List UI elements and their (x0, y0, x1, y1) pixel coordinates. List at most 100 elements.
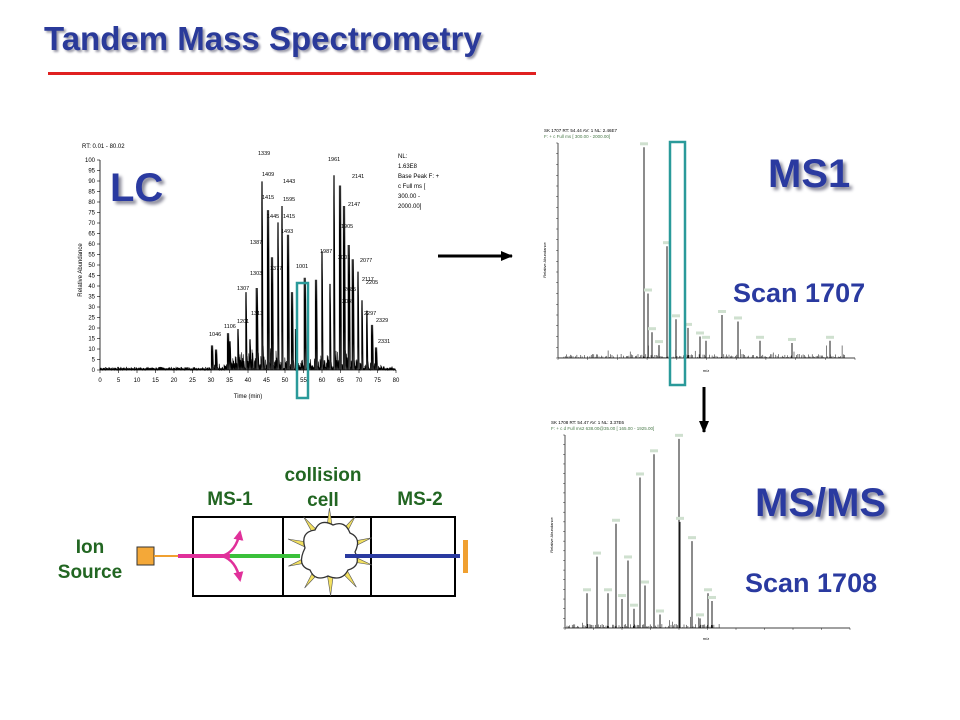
lc-x-tick-label: 45 (263, 378, 270, 384)
ion-source-line-2: Source (57, 562, 123, 583)
msms-label: MS/MS (755, 481, 887, 525)
lc-peak-label: 1595 (283, 197, 295, 203)
spectrum-peak-label-mark (708, 595, 716, 599)
spectrum-peak-label-mark (630, 603, 638, 607)
spectrum-peak-label-mark (734, 316, 742, 320)
msms-spectrum: SK 1708 RT: 54.47 AV: 1 NL: 3.37E6 F: + … (549, 420, 851, 641)
lc-x-tick-label: 15 (152, 378, 159, 384)
spectrum-peak-label-mark (702, 335, 710, 339)
rejected-ion-down-arrow (221, 554, 244, 582)
lc-label: LC (110, 166, 164, 210)
ms1-peaks (559, 142, 845, 358)
collision-burst-cloud (300, 521, 359, 579)
rejected-ion-up-arrow (221, 530, 244, 558)
lc-y-tick-label: 25 (88, 316, 95, 322)
lc-x-tick-label: 40 (245, 378, 252, 384)
lc-y-tick-label: 10 (88, 347, 95, 353)
ms1-header-line-2: F: + c Full ms [ 300.00 - 2000.00] (544, 134, 610, 139)
lc-info-line: 1.63E8 (398, 164, 418, 170)
lc-info-block: NL: 1.63E8 Base Peak F: + c Full ms [300.00… (398, 154, 440, 210)
lc-y-tick-label: 100 (85, 158, 96, 164)
ion-source-block (136, 546, 155, 566)
ms1-spectrum: SK 1707 RT: 54.44 AV: 1 NL: 2.46E7 F: + … (542, 128, 856, 387)
lc-x-tick-label: 55 (300, 378, 307, 384)
spectrum-peak-label-mark (696, 613, 704, 617)
msms-peaks (566, 433, 720, 628)
lc-peak-label: 1445 (267, 214, 279, 220)
lc-y-ticks: 1009590858075706560555045403530252015105… (85, 158, 100, 374)
lc-y-tick-label: 15 (88, 337, 95, 343)
ms1-header-line-1: SK 1707 RT: 54.44 AV: 1 NL: 2.46E7 (544, 128, 617, 133)
spectrum-peak-label-mark (672, 314, 680, 318)
spectrum-peak-label-mark (648, 327, 656, 331)
lc-info-line: 300.00 - (398, 194, 420, 200)
spectrum-peak-label-mark (756, 335, 764, 339)
lc-peak-label: 1443 (283, 179, 295, 185)
lc-x-tick-label: 30 (208, 378, 215, 384)
msms-axis-ticks (563, 434, 851, 630)
spectrum-peak-label-mark (650, 449, 658, 453)
lc-peak-label: 1415 (262, 195, 274, 201)
spectrum-peak-label-mark (676, 516, 684, 520)
lc-peak-label: 2077 (360, 258, 372, 264)
lc-peak-label: 1313 (251, 311, 263, 317)
msms-header-line-1: SK 1708 RT: 54.47 AV: 1 NL: 3.37E6 (551, 420, 624, 425)
lc-header: RT: 0.01 - 80.02 (82, 144, 125, 150)
lc-peak-label: 1046 (209, 332, 221, 338)
ms2-stage-label: MS-2 (397, 489, 443, 510)
ms1-axis-ticks (556, 142, 856, 360)
spectrum-peak-label-mark (593, 551, 601, 555)
lc-chromatogram: RT: 0.01 - 80.02 NL: 1.63E8 Base Peak F: +… (78, 144, 440, 400)
lc-y-tick-label: 20 (88, 326, 95, 332)
spectrum-peak-label-mark (684, 322, 692, 326)
msms-x-axis-title: m/z (703, 636, 709, 641)
lc-peak-label: 1415 (283, 214, 295, 220)
spectrum-peak-label-mark (788, 337, 796, 341)
ms1-precursor-selection-box (668, 140, 687, 387)
collision-cell-line-1: collision (284, 465, 362, 486)
lc-y-tick-label: 70 (88, 221, 95, 227)
lc-x-tick-label: 10 (134, 378, 141, 384)
lc-info-line: NL: (398, 154, 408, 160)
lc-y-tick-label: 0 (92, 368, 96, 374)
lc-peak-label: 1987 (320, 249, 332, 255)
lc-peak-label: 1001 (296, 264, 308, 270)
spectrum-peak-label-mark (583, 588, 591, 592)
lc-peak-label: 1307 (237, 286, 249, 292)
lc-peak-label: 1493 (281, 229, 293, 235)
lc-peak-label: 2329 (376, 318, 388, 324)
spectrum-peak-label-mark (704, 588, 712, 592)
lc-x-ticks: 0 5 10 15 20 25 30 35 40 45 50 55 60 65 70 75 80 (98, 370, 400, 384)
ion-source-line-1: Ion (75, 537, 105, 558)
spectrum-peak-label-mark (604, 588, 612, 592)
lc-y-tick-label: 75 (88, 211, 95, 217)
spectrum-peak-label-mark (826, 335, 834, 339)
lc-trace (99, 175, 396, 372)
lc-peak-label: 1303 (250, 271, 262, 277)
spectrum-peak-label-mark (618, 594, 626, 598)
lc-y-tick-label: 55 (88, 253, 95, 259)
lc-peak-label: 2001 (338, 255, 350, 261)
spectrum-peak-label-mark (644, 288, 652, 292)
ms1-stage-label: MS-1 (207, 489, 253, 510)
spectrum-peak-label-mark (641, 580, 649, 584)
msms-scan-label: Scan 1708 (745, 568, 878, 598)
lc-x-tick-label: 70 (356, 378, 363, 384)
lc-x-tick-label: 60 (319, 378, 326, 384)
lc-peak-label: 1377 (270, 266, 282, 272)
ion-source-label: Ion Source (40, 535, 140, 585)
spectrum-peak-label-mark (718, 310, 726, 313)
lc-y-tick-label: 95 (88, 169, 95, 175)
msms-y-axis-title: Relative Abundance (549, 516, 554, 552)
spectrum-peak-label-mark (675, 433, 683, 437)
lc-peak-label: 2205 (366, 280, 378, 286)
lc-y-tick-label: 5 (92, 358, 96, 364)
detector-plate (463, 540, 468, 573)
lc-x-tick-label: 65 (337, 378, 344, 384)
spectrum-peak-label-mark (640, 142, 648, 146)
spectrum-peak-label-mark (663, 241, 671, 245)
lc-peak-label: 2331 (378, 339, 390, 345)
lc-x-tick-label: 80 (393, 378, 400, 384)
collision-cell-label: collision cell (268, 463, 378, 513)
lc-y-tick-label: 65 (88, 232, 95, 238)
